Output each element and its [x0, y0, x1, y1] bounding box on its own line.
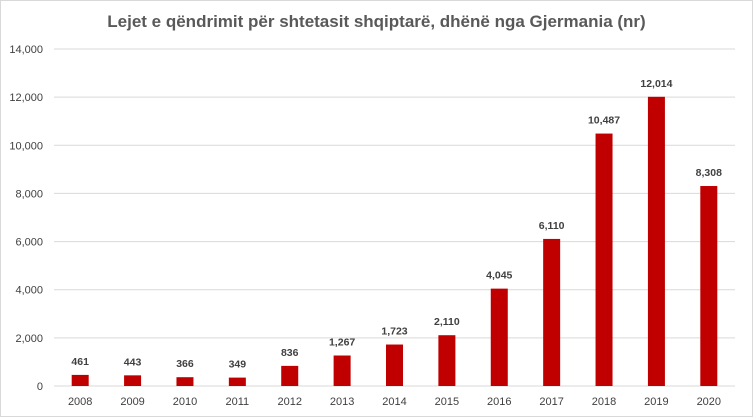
- bar: [700, 186, 718, 386]
- data-label: 6,110: [539, 220, 565, 232]
- x-tick-label: 2011: [226, 396, 250, 408]
- data-label: 443: [124, 356, 142, 368]
- y-tick-label: 4,000: [15, 285, 43, 297]
- data-label: 2,110: [434, 316, 460, 328]
- x-tick-label: 2008: [68, 396, 92, 408]
- x-tick-label: 2012: [277, 396, 301, 408]
- data-label: 1,267: [329, 337, 355, 349]
- x-tick-label: 2015: [435, 396, 459, 408]
- data-label: 366: [176, 358, 194, 370]
- data-label: 12,014: [640, 78, 672, 90]
- data-label: 461: [71, 356, 89, 368]
- data-label: 349: [229, 359, 247, 371]
- data-labels: 461 443 366 349 836 1,267 1,723 2,110 4,045 6,110…: [71, 78, 722, 371]
- bar: [490, 288, 508, 386]
- data-label: 10,487: [588, 115, 620, 127]
- y-tick-label: 6,000: [15, 237, 43, 249]
- bar: [386, 344, 403, 386]
- x-tick-label: 2017: [539, 396, 563, 408]
- x-tick-label: 2018: [592, 396, 616, 408]
- bar: [333, 355, 351, 386]
- y-axis-ticks: 0 2,000 4,000 6,000 8,000 10,000 12,000 14,000: [9, 44, 43, 393]
- y-tick-label: 8,000: [15, 188, 43, 200]
- gridlines: [54, 48, 735, 387]
- x-tick-label: 2009: [120, 396, 144, 408]
- x-tick-label: 2014: [382, 396, 406, 408]
- bar: [71, 374, 89, 386]
- data-label: 4,045: [486, 270, 512, 282]
- x-tick-label: 2016: [487, 396, 511, 408]
- bar: [176, 377, 194, 386]
- x-tick-label: 2019: [644, 396, 668, 408]
- bar: [438, 335, 456, 386]
- bar: [124, 375, 142, 386]
- bar: [228, 377, 246, 386]
- y-tick-label: 10,000: [9, 140, 43, 152]
- y-tick-label: 0: [37, 381, 43, 393]
- data-label: 8,308: [696, 167, 722, 179]
- bar: [543, 238, 561, 386]
- x-tick-label: 2020: [697, 396, 721, 408]
- chart-title: Lejet e qëndrimit për shtetasit shqiptar…: [107, 12, 646, 31]
- bar: [595, 133, 613, 386]
- bars: [71, 96, 718, 387]
- x-axis-ticks: 2008 2009 2010 2011 2012 2013 2014 2015 2016 2017…: [68, 396, 721, 408]
- y-tick-label: 12,000: [9, 92, 43, 104]
- y-tick-label: 2,000: [15, 333, 43, 345]
- bar: [281, 365, 299, 386]
- y-tick-label: 14,000: [9, 44, 43, 56]
- bar: [647, 96, 665, 387]
- x-tick-label: 2013: [330, 396, 354, 408]
- data-label: 836: [281, 347, 299, 359]
- x-tick-label: 2010: [173, 396, 197, 408]
- data-label: 1,723: [381, 326, 407, 338]
